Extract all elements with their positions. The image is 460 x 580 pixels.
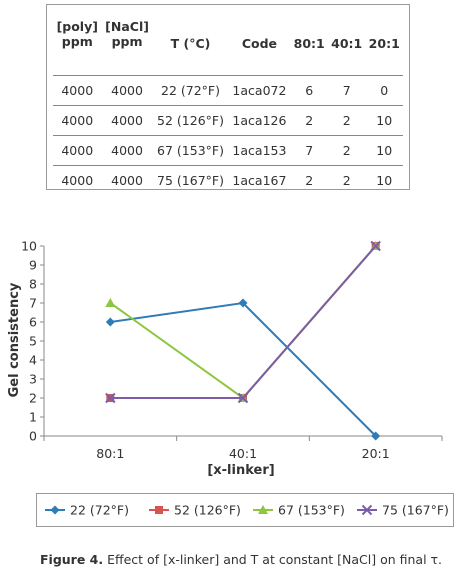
chart-legend: 22 (72°F) 52 (126°F) 67 (153°F) 75 (167°F) xyxy=(36,493,454,527)
series-1 xyxy=(105,298,381,441)
legend-entry: 67 (153°F) xyxy=(253,503,345,518)
series-line xyxy=(110,301,377,437)
x-tick-label: 20:1 xyxy=(362,446,390,461)
table-cell: 52 (126°F) xyxy=(152,105,229,136)
legend-entry: 75 (167°F) xyxy=(357,503,449,518)
y-tick-label: 4 xyxy=(29,353,37,368)
x-axis-label: [x-linker] xyxy=(207,463,274,478)
table-cell: 1aca167 xyxy=(232,173,287,188)
figure-label: Figure 4. xyxy=(40,552,104,567)
table-cell: 4000 xyxy=(53,105,102,136)
y-tick-label: 8 xyxy=(29,277,37,292)
data-point xyxy=(105,317,115,327)
table-cell: 4000 xyxy=(101,105,153,136)
table-cell: 4000 xyxy=(101,135,153,166)
table-cell: 7 xyxy=(327,75,366,106)
table-row: 4000 4000 67 (153°F) 1aca153 7 2 10 xyxy=(53,135,403,166)
y-tick-label: 3 xyxy=(29,372,37,387)
series-line xyxy=(109,245,377,400)
table-cell: 4000 xyxy=(111,173,143,188)
table-cell: 1aca153 xyxy=(228,135,291,166)
table-cell: 2 xyxy=(305,173,314,188)
data-point xyxy=(371,431,381,441)
table-cell: 2 xyxy=(342,173,351,188)
legend-marker xyxy=(258,505,268,514)
parameters-table: [poly] ppm [NaCl] ppm T (°C) Code 80:1 40:… xyxy=(53,11,403,195)
legend-label: 22 (72°F) xyxy=(70,503,129,518)
y-tick-label: 1 xyxy=(29,410,37,425)
y-axis-ticks: 0 1 2 3 4 5 6 7 8 9 10 xyxy=(21,239,44,444)
line-chart: 0 1 2 3 4 5 6 7 8 9 10 80:1 40:1 20:1 Gel consistenc… xyxy=(4,230,456,542)
y-axis-label: Gel consistency xyxy=(7,282,22,397)
table-cell: 4000 xyxy=(101,75,153,106)
table-header-row: [poly] ppm [NaCl] ppm T (°C) Code 80:1 40:… xyxy=(53,11,403,76)
parameters-table-frame: [poly] ppm [NaCl] ppm T (°C) Code 80:1 40:… xyxy=(46,4,410,190)
table-cell: 22 (72°F) xyxy=(152,75,229,106)
data-point xyxy=(105,392,116,404)
y-tick-label: 6 xyxy=(29,315,37,330)
y-tick-label: 2 xyxy=(29,391,37,406)
legend-label: 67 (153°F) xyxy=(278,503,345,518)
data-point xyxy=(237,392,249,404)
legend-svg: 22 (72°F) 52 (126°F) 67 (153°F) 75 (167°F) xyxy=(45,503,449,518)
legend-label: 52 (126°F) xyxy=(174,503,241,518)
x-tick-label: 80:1 xyxy=(96,446,124,461)
table-cell: 1aca126 xyxy=(228,105,291,136)
table-cell: 4000 xyxy=(61,173,94,188)
data-point xyxy=(370,240,381,252)
x-tick-label: 40:1 xyxy=(229,446,257,461)
series-4 xyxy=(105,240,381,404)
header-nacl: [NaCl] ppm xyxy=(101,11,153,76)
table-cell: 75 (167°F) xyxy=(157,173,224,188)
table-cell: 4000 xyxy=(53,75,102,106)
legend-label: 75 (167°F) xyxy=(382,503,449,518)
table-row: 4000 4000 22 (72°F) 1aca072 6 7 0 xyxy=(53,75,403,106)
table-cell: 4000 xyxy=(53,135,102,166)
header-ratio-40: 40:1 xyxy=(327,11,366,76)
chart-series xyxy=(105,240,381,441)
line-chart-svg: 0 1 2 3 4 5 6 7 8 9 10 80:1 40:1 20:1 Gel consistenc… xyxy=(7,239,443,478)
table-cell: 2 xyxy=(327,135,366,166)
table-cell: 0 xyxy=(365,75,403,106)
y-tick-label: 9 xyxy=(29,258,37,273)
x-axis-ticks: 80:1 40:1 20:1 xyxy=(43,436,443,461)
caption-text: Effect of [x-linker] and T at constant [… xyxy=(103,552,443,567)
table-cell: 67 (153°F) xyxy=(152,135,229,166)
series-line xyxy=(110,245,377,399)
y-tick-label: 5 xyxy=(29,334,37,349)
series-line xyxy=(110,245,377,399)
table-cell: 10 xyxy=(365,135,403,166)
data-point xyxy=(105,298,116,307)
series-3 xyxy=(105,241,381,402)
table-cell: 10 xyxy=(376,173,393,188)
table-cell: 6 xyxy=(290,75,328,106)
y-tick-label: 10 xyxy=(21,239,37,254)
chart-axes xyxy=(43,246,442,437)
header-ratio-80: 80:1 xyxy=(290,11,328,76)
legend-marker xyxy=(361,504,373,516)
header-code: Code xyxy=(228,11,291,76)
y-tick-label: 7 xyxy=(29,296,37,311)
table-cell: 7 xyxy=(290,135,328,166)
legend-marker xyxy=(50,505,60,515)
y-tick-label: 0 xyxy=(29,429,37,444)
table-row: 4000 4000 52 (126°F) 1aca126 2 2 10 xyxy=(53,105,403,136)
figure-caption: Figure 4. Effect of [x-linker] and T at … xyxy=(40,552,460,567)
series-2 xyxy=(106,242,380,402)
table-row: 4000 4000 75 (167°F) 1aca167 2 2 10 xyxy=(53,166,403,196)
data-point xyxy=(238,298,248,308)
table-cell: 2 xyxy=(327,105,366,136)
legend-entry: 22 (72°F) xyxy=(45,503,129,518)
table-cell: 2 xyxy=(290,105,328,136)
legend-marker xyxy=(155,506,163,514)
table-cell: 1aca072 xyxy=(228,75,291,106)
legend-entry: 52 (126°F) xyxy=(149,503,241,518)
header-temperature: T (°C) xyxy=(152,11,229,76)
table-cell: 10 xyxy=(365,105,403,136)
header-poly: [poly] ppm xyxy=(53,11,102,76)
header-ratio-20: 20:1 xyxy=(365,11,403,76)
